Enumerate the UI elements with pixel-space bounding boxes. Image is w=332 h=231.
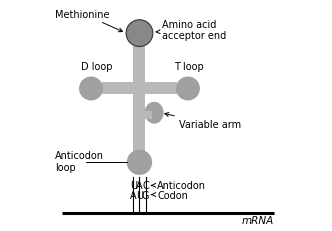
- Text: mRNA: mRNA: [242, 215, 274, 225]
- Text: Anticodon
loop: Anticodon loop: [55, 151, 104, 172]
- Circle shape: [79, 77, 103, 101]
- Circle shape: [126, 21, 153, 47]
- Circle shape: [127, 150, 152, 175]
- FancyBboxPatch shape: [145, 83, 177, 95]
- Text: Amino acid
acceptor end: Amino acid acceptor end: [156, 20, 226, 41]
- FancyBboxPatch shape: [133, 42, 145, 166]
- Circle shape: [176, 77, 200, 101]
- FancyBboxPatch shape: [144, 111, 151, 120]
- Text: D loop: D loop: [81, 61, 113, 71]
- Text: T loop: T loop: [174, 61, 204, 71]
- Text: A: A: [136, 181, 143, 191]
- Text: Anticodon: Anticodon: [151, 181, 206, 191]
- Text: A: A: [130, 190, 136, 200]
- Text: U: U: [136, 190, 143, 200]
- Text: C: C: [142, 181, 149, 191]
- Ellipse shape: [145, 102, 164, 124]
- Text: U: U: [130, 181, 137, 191]
- Text: Methionine: Methionine: [55, 9, 123, 33]
- Text: Codon: Codon: [151, 190, 188, 200]
- Text: Variable arm: Variable arm: [165, 113, 241, 130]
- Text: G: G: [142, 190, 149, 200]
- FancyBboxPatch shape: [102, 83, 133, 95]
